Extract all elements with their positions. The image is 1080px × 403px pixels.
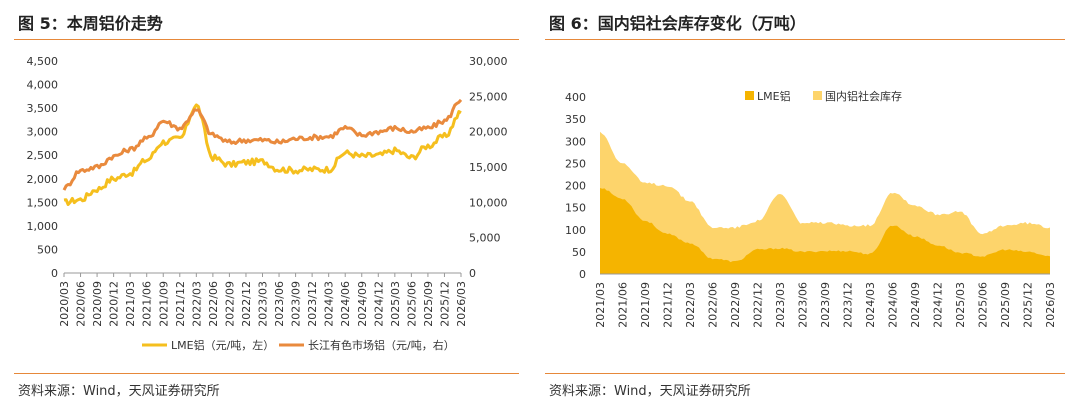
left-y-tick-label: 3,500 <box>27 102 59 115</box>
x-tick-label: 2025/12 <box>438 281 451 327</box>
left-y-tick-label: 1,500 <box>27 196 59 209</box>
left-y-tick-label: 2,000 <box>27 173 59 186</box>
x-tick-label: 2021/03 <box>594 282 607 328</box>
area-domestic-social-inventory <box>600 131 1050 274</box>
y-tick-label: 250 <box>565 157 586 170</box>
legend-label: 国内铝社会库存 <box>825 89 902 103</box>
left-y-tick-label: 1,000 <box>27 220 59 233</box>
left-chart-title: 图 5：本周铝价走势 <box>18 14 163 33</box>
x-tick-label: 2023/03 <box>257 281 270 327</box>
legend-label: LME铝（元/吨，左） <box>171 338 274 352</box>
left-y-tick-label: 4,000 <box>27 79 59 92</box>
right-y-tick-label: 10,000 <box>469 196 508 209</box>
x-tick-label: 2021/06 <box>617 282 630 328</box>
legend-swatch <box>813 91 822 100</box>
left-y-tick-label: 500 <box>37 243 58 256</box>
left-chart-panel: 图 5：本周铝价走势 0 500 1,000 1,500 2,000 2,500 3,000… <box>14 0 519 403</box>
x-tick-label: 2025/09 <box>422 281 435 327</box>
series-line-lme-aluminum <box>63 103 462 206</box>
x-tick-label: 2022/09 <box>729 282 742 328</box>
x-tick-label: 2026/03 <box>455 281 468 327</box>
x-tick-label: 2021/06 <box>141 281 154 327</box>
x-tick-label: 2022/06 <box>207 281 220 327</box>
x-tick-label: 2023/09 <box>290 281 303 327</box>
x-tick-label: 2022/03 <box>684 282 697 328</box>
x-tick-label: 2020/12 <box>108 281 121 327</box>
y-tick-label: 350 <box>565 113 586 126</box>
right-y-tick-label: 30,000 <box>469 55 508 68</box>
left-y-tick-label: 3,000 <box>27 126 59 139</box>
y-tick-label: 400 <box>565 91 586 104</box>
x-tick-label: 2023/06 <box>797 282 810 328</box>
x-tick-label: 2023/09 <box>819 282 832 328</box>
x-tick-label: 2024/06 <box>339 281 352 327</box>
right-top-rule <box>545 39 1065 40</box>
x-tick-label: 2025/06 <box>405 281 418 327</box>
x-tick-label: 2021/12 <box>174 281 187 327</box>
left-y-tick-label: 0 <box>51 267 58 280</box>
x-tick-label: 2025/03 <box>954 282 967 328</box>
y-tick-label: 100 <box>565 224 586 237</box>
x-tick-label: 2025/12 <box>1022 282 1035 328</box>
legend-swatch <box>745 91 754 100</box>
x-tick-label: 2021/09 <box>157 281 170 327</box>
right-y-tick-label: 0 <box>469 267 476 280</box>
y-tick-label: 300 <box>565 135 586 148</box>
x-tick-label: 2021/09 <box>639 282 652 328</box>
left-y-tick-label: 4,500 <box>27 55 59 68</box>
x-tick-label: 2025/09 <box>999 282 1012 328</box>
y-tick-label: 200 <box>565 180 586 193</box>
left-top-rule <box>14 39 519 40</box>
x-tick-label: 2024/09 <box>909 282 922 328</box>
x-tick-label: 2023/12 <box>842 282 855 328</box>
left-bottom-rule <box>14 373 519 374</box>
right-area-chart: 0 50 100 150 200 250 300 350 400 2021/03 2021/06 20… <box>565 89 1057 328</box>
right-source-note: 资料来源：Wind，天风证券研究所 <box>549 384 751 399</box>
x-tick-label: 2021/03 <box>124 281 137 327</box>
y-tick-label: 50 <box>572 246 586 259</box>
right-y-tick-label: 5,000 <box>469 232 501 245</box>
x-tick-label: 2023/06 <box>273 281 286 327</box>
right-bottom-rule <box>545 373 1065 374</box>
x-tick-label: 2025/03 <box>389 281 402 327</box>
x-tick-label: 2025/06 <box>977 282 990 328</box>
x-tick-label: 2022/09 <box>223 281 236 327</box>
legend-label: 长江有色市场铝（元/吨，右） <box>308 338 455 352</box>
x-tick-label: 2022/06 <box>707 282 720 328</box>
right-chart-panel: 图 6：国内铝社会库存变化（万吨） 0 50 100 150 200 250 300 350 4… <box>545 0 1065 403</box>
x-tick-label: 2020/09 <box>91 281 104 327</box>
right-y-tick-label: 20,000 <box>469 126 508 139</box>
x-tick-label: 2022/12 <box>240 281 253 327</box>
area-lme-aluminum <box>600 188 1050 274</box>
x-tick-label: 2020/06 <box>75 281 88 327</box>
x-tick-label: 2022/03 <box>190 281 203 327</box>
series-line-changjiang-aluminum <box>62 98 463 191</box>
right-y-tick-label: 15,000 <box>469 161 508 174</box>
x-tick-label: 2024/06 <box>887 282 900 328</box>
x-tick-label: 2024/09 <box>356 281 369 327</box>
x-tick-label: 2026/03 <box>1044 282 1057 328</box>
right-chart-title: 图 6：国内铝社会库存变化（万吨） <box>549 14 806 33</box>
right-y-tick-label: 25,000 <box>469 90 508 103</box>
left-source-note: 资料来源：Wind，天风证券研究所 <box>18 384 220 399</box>
x-tick-label: 2024/03 <box>864 282 877 328</box>
x-tick-label: 2024/12 <box>372 281 385 327</box>
legend-label: LME铝 <box>757 89 791 103</box>
x-tick-label: 2023/12 <box>306 281 319 327</box>
left-y-tick-label: 2,500 <box>27 149 59 162</box>
x-tick-label: 2022/12 <box>752 282 765 328</box>
x-tick-label: 2021/12 <box>662 282 675 328</box>
y-tick-label: 0 <box>579 268 586 281</box>
x-tick-label: 2020/03 <box>58 281 71 327</box>
left-line-chart: 0 500 1,000 1,500 2,000 2,500 3,000 3,500 4,000 4… <box>27 55 508 352</box>
x-tick-label: 2023/03 <box>774 282 787 328</box>
x-tick-label: 2024/12 <box>932 282 945 328</box>
y-tick-label: 150 <box>565 202 586 215</box>
x-tick-label: 2024/03 <box>323 281 336 327</box>
